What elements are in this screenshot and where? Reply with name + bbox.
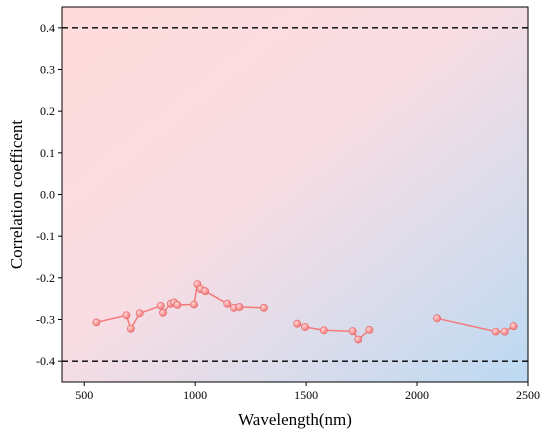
y-tick-label: -0.4: [36, 354, 55, 368]
data-point: [354, 335, 363, 344]
data-point: [301, 323, 309, 331]
data-point: [509, 322, 518, 331]
data-point: [92, 318, 101, 327]
x-tick-label: 1000: [183, 388, 207, 402]
data-point: [223, 299, 232, 308]
data-point: [201, 287, 209, 296]
series-line-segment: [436, 317, 514, 333]
data-point: [433, 314, 441, 323]
data-point: [319, 326, 328, 335]
y-axis: 0.4 0.3 0.2 0.1 0.0 -0.1 -0.2 -0.3 -0.4: [36, 21, 62, 368]
y-tick-label: 0.4: [40, 21, 55, 35]
x-tick-label: 500: [75, 388, 93, 402]
y-tick-label: 0.1: [40, 146, 55, 160]
y-tick-label: 0.3: [40, 63, 55, 77]
data-point: [173, 300, 182, 309]
data-point: [365, 325, 374, 334]
y-tick-label: -0.2: [36, 271, 55, 285]
x-tick-label: 1500: [294, 388, 318, 402]
data-point: [259, 303, 268, 312]
data-point: [159, 308, 167, 317]
plot-background: [62, 7, 528, 382]
data-point: [293, 319, 302, 328]
y-tick-label: 0.0: [40, 188, 55, 202]
x-tick-label: 2000: [405, 388, 429, 402]
y-tick-label: 0.2: [40, 104, 55, 118]
data-point: [190, 300, 198, 309]
y-tick-label: -0.3: [36, 313, 55, 327]
y-axis-title: Correlation coefficent: [7, 120, 26, 270]
x-axis: 500 1000 1500 2000 2500: [75, 382, 540, 402]
data-point: [135, 309, 144, 318]
data-point: [156, 301, 165, 310]
data-point: [126, 324, 135, 333]
data-point: [500, 327, 509, 336]
x-tick-label: 2500: [516, 388, 540, 402]
reference-lines: [62, 27, 528, 362]
x-axis-title: Wavelength(nm): [238, 410, 352, 429]
data-point: [348, 327, 357, 336]
data-point: [122, 311, 131, 320]
y-tick-label: -0.1: [36, 229, 55, 243]
data-point: [235, 303, 244, 311]
data-point: [491, 327, 500, 336]
data-series: [92, 280, 518, 344]
